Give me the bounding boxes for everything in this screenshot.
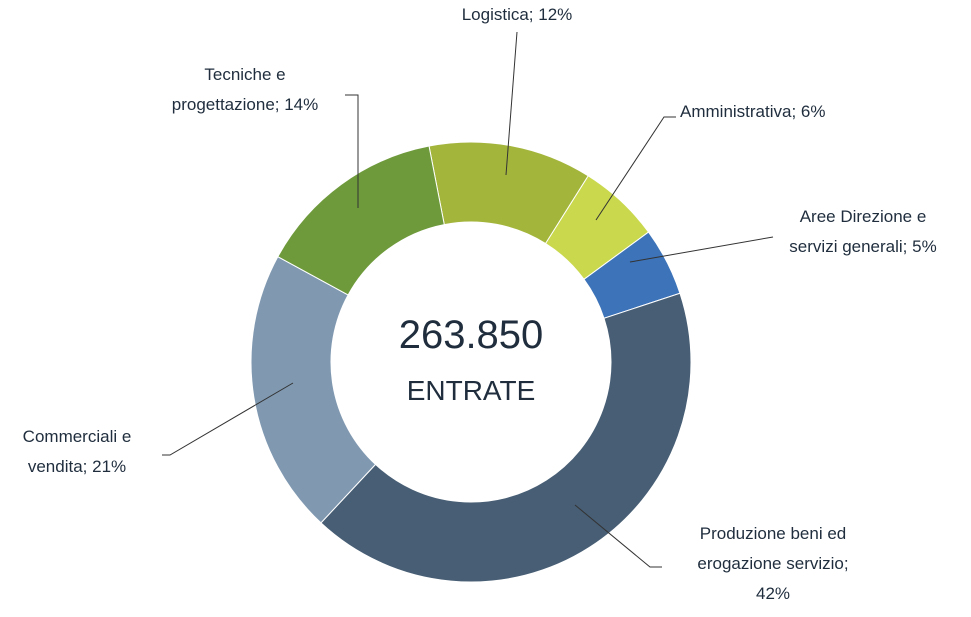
- data-label: Commerciali e vendita; 21%: [23, 427, 132, 476]
- leader-line: [505, 31, 518, 176]
- slice: [250, 256, 377, 524]
- data-label: Produzione beni ed erogazione servizio; 42…: [697, 524, 848, 603]
- leader-line: [345, 94, 359, 208]
- data-label: Amministrativa; 6%: [680, 102, 825, 121]
- data-label: Aree Direzione e servizi generali; 5%: [789, 207, 936, 256]
- leader-line: [574, 504, 662, 568]
- slice: [320, 292, 692, 583]
- center-label: ENTRATE: [407, 375, 536, 406]
- leader-line: [595, 116, 676, 221]
- data-label: Logistica; 12%: [462, 5, 573, 24]
- slices: [250, 141, 692, 583]
- leader-line: [162, 382, 294, 456]
- data-label: Tecniche e progettazione; 14%: [172, 65, 319, 114]
- slice: [277, 145, 445, 296]
- center-value: 263.850: [399, 313, 544, 357]
- leader-line: [629, 236, 774, 263]
